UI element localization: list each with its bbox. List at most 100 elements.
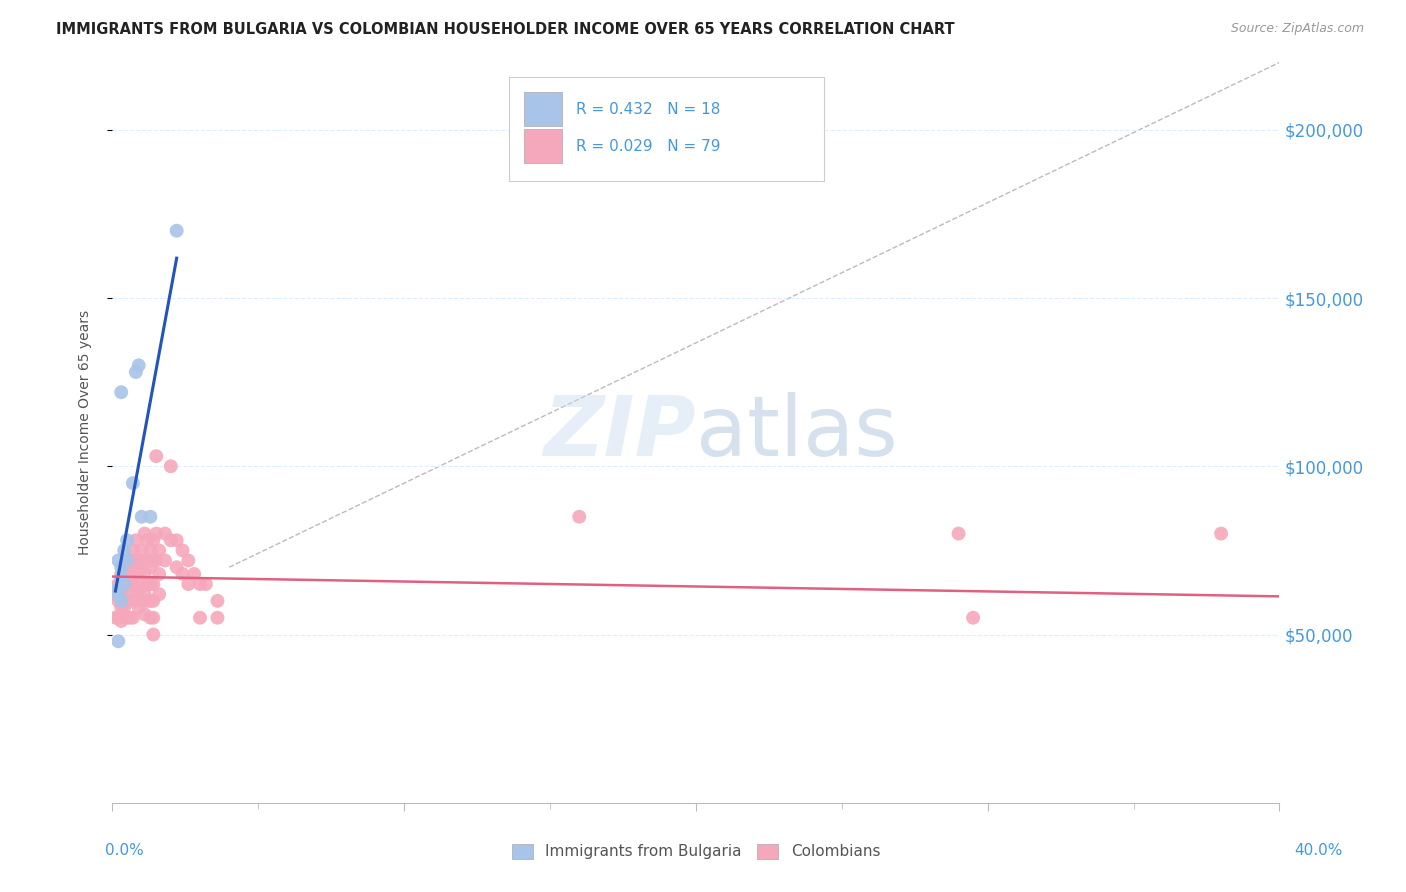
Point [142, 553, 165, 567]
Point [160, 533, 183, 548]
Point [112, 543, 135, 558]
Point [131, 543, 153, 558]
Point [125, 533, 148, 548]
Point [107, 553, 129, 567]
Point [125, 566, 148, 581]
Point [177, 577, 200, 591]
Point [166, 533, 188, 548]
Point [166, 224, 188, 238]
Point [110, 570, 132, 584]
Point [153, 553, 176, 567]
Point [112, 574, 135, 588]
Point [115, 577, 138, 591]
Y-axis label: Householder Income Over 65 years: Householder Income Over 65 years [77, 310, 91, 555]
Point [134, 587, 156, 601]
Point [115, 560, 138, 574]
Text: ZIP: ZIP [543, 392, 696, 473]
Point [166, 560, 188, 574]
Point [134, 526, 156, 541]
Point [104, 610, 127, 624]
Point [134, 553, 156, 567]
Point [128, 566, 150, 581]
Point [125, 553, 148, 567]
Text: Source: ZipAtlas.com: Source: ZipAtlas.com [1230, 22, 1364, 36]
Point [128, 359, 150, 373]
Point [128, 600, 150, 615]
Point [134, 566, 156, 581]
Point [122, 577, 145, 591]
Text: R = 0.029   N = 79: R = 0.029 N = 79 [576, 138, 720, 153]
Point [122, 560, 145, 574]
Point [115, 533, 138, 548]
Point [183, 566, 205, 581]
Point [136, 533, 159, 548]
Point [142, 627, 165, 641]
Point [139, 577, 162, 591]
Point [104, 587, 127, 601]
Point [118, 577, 141, 591]
Point [134, 607, 156, 622]
Point [948, 526, 970, 541]
Point [172, 566, 194, 581]
Point [131, 560, 153, 574]
Point [142, 533, 165, 548]
Point [125, 365, 148, 379]
Point [107, 594, 129, 608]
Point [131, 509, 153, 524]
Point [112, 600, 135, 615]
Point [115, 594, 138, 608]
Point [112, 583, 135, 598]
Point [136, 553, 159, 567]
Point [136, 577, 159, 591]
Point [207, 594, 229, 608]
Point [122, 594, 145, 608]
Point [110, 587, 132, 601]
Point [110, 614, 132, 628]
FancyBboxPatch shape [524, 93, 562, 126]
Point [125, 587, 148, 601]
Text: 40.0%: 40.0% [1295, 843, 1343, 858]
Point [118, 566, 141, 581]
Point [188, 577, 211, 591]
Point [145, 526, 167, 541]
Point [142, 594, 165, 608]
Point [962, 610, 984, 624]
Point [107, 587, 129, 601]
Text: atlas: atlas [696, 392, 897, 473]
Point [160, 459, 183, 474]
Point [110, 577, 132, 591]
Point [148, 566, 170, 581]
Point [115, 610, 138, 624]
Point [107, 634, 129, 648]
Point [139, 509, 162, 524]
Point [139, 560, 162, 574]
Point [1209, 526, 1232, 541]
Point [110, 385, 132, 400]
Point [104, 583, 127, 598]
Point [145, 553, 167, 567]
Point [128, 583, 150, 598]
Point [110, 560, 132, 574]
Point [139, 594, 162, 608]
FancyBboxPatch shape [524, 129, 562, 162]
Point [122, 610, 145, 624]
Point [112, 577, 135, 591]
Point [112, 560, 135, 574]
Point [118, 553, 141, 567]
Point [128, 553, 150, 567]
Point [110, 594, 132, 608]
Point [136, 594, 159, 608]
Point [139, 543, 162, 558]
Point [145, 449, 167, 463]
Point [188, 610, 211, 624]
Point [122, 476, 145, 491]
Point [177, 553, 200, 567]
Point [118, 610, 141, 624]
Point [107, 577, 129, 591]
Text: IMMIGRANTS FROM BULGARIA VS COLOMBIAN HOUSEHOLDER INCOME OVER 65 YEARS CORRELATI: IMMIGRANTS FROM BULGARIA VS COLOMBIAN HO… [56, 22, 955, 37]
Point [131, 594, 153, 608]
FancyBboxPatch shape [509, 78, 824, 181]
Point [107, 610, 129, 624]
Point [139, 610, 162, 624]
Point [153, 526, 176, 541]
